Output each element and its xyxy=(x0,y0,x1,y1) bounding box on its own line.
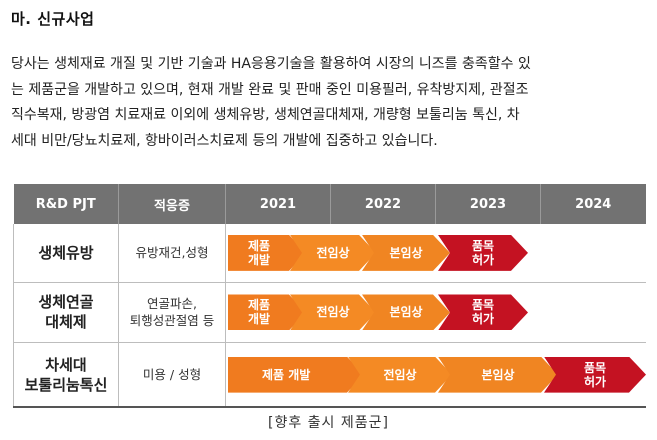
timeline-cell: 제품 개발 전임상 본임상 품목 허가 xyxy=(225,282,646,344)
header-year-2023: 2023 xyxy=(435,184,541,224)
paragraph-line: 세대 비만/당뇨치료제, 항바이러스치료제 등의 개발에 집중하고 있습니다. xyxy=(11,132,438,149)
stage-approval: 품목 허가 xyxy=(438,235,528,271)
timeline-cell: 제품 개발 전임상 본임상 품목 허가 xyxy=(225,342,646,409)
table-header-row: R&D PJT 적응증 2021 2022 2023 2024 xyxy=(13,184,646,224)
stage-preclinical: 전임상 xyxy=(290,235,376,271)
section-heading: 마. 신규사업 xyxy=(11,10,95,28)
stage-approval: 품목 허가 xyxy=(438,294,528,330)
stage-clinical: 본임상 xyxy=(362,235,450,271)
timeline-cell: 제품 개발 전임상 본임상 품목 허가 xyxy=(225,224,646,283)
product-name: 생체연골 대체제 xyxy=(13,282,119,344)
header-rnd-pjt: R&D PJT xyxy=(13,184,119,224)
stage-clinical: 본임상 xyxy=(438,357,558,393)
stage-approval: 품목 허가 xyxy=(544,357,646,393)
table-caption: [향후 출시 제품군] xyxy=(268,415,389,431)
product-name: 생체유방 xyxy=(13,224,119,283)
stage-preclinical: 전임상 xyxy=(290,294,376,330)
header-year-2022: 2022 xyxy=(330,184,436,224)
table-row: 차세대 보툴리눔톡신 미용 / 성형 제품 개발 전임상 본임상 품목 허가 xyxy=(13,342,646,409)
stage-clinical: 본임상 xyxy=(362,294,450,330)
rnd-pipeline-table: R&D PJT 적응증 2021 2022 2023 2024 생체유방 유방재… xyxy=(13,184,646,409)
body-paragraph: 당사는 생체재료 개질 및 기반 기술과 HA응용기술을 활용하여 시장의 니즈… xyxy=(11,52,647,154)
header-year-2024: 2024 xyxy=(540,184,646,224)
paragraph-line: 당사는 생체재료 개질 및 기반 기술과 HA응용기술을 활용하여 시장의 니즈… xyxy=(11,56,531,72)
indication: 미용 / 성형 xyxy=(118,342,226,409)
header-year-2021: 2021 xyxy=(225,184,331,224)
header-indication: 적응증 xyxy=(118,184,226,224)
stage-product-dev: 제품 개발 xyxy=(228,235,306,271)
table-row: 생체연골 대체제 연골파손, 퇴행성관절염 등 제품 개발 전임상 본임상 품목… xyxy=(13,282,646,344)
indication: 연골파손, 퇴행성관절염 등 xyxy=(118,282,226,344)
stage-product-dev: 제품 개발 xyxy=(228,294,306,330)
product-name: 차세대 보툴리눔톡신 xyxy=(13,342,119,409)
paragraph-line: 직수복재, 방광염 치료재료 이외에 생체유방, 생체연골대체재, 개량형 보툴… xyxy=(11,107,520,123)
stage-product-dev: 제품 개발 xyxy=(228,357,364,393)
indication: 유방재건,성형 xyxy=(118,224,226,283)
stage-preclinical: 전임상 xyxy=(348,357,452,393)
table-row: 생체유방 유방재건,성형 제품 개발 전임상 본임상 품목 허가 xyxy=(13,224,646,283)
paragraph-line: 는 제품군을 개발하고 있으며, 현재 개발 완료 및 판매 중인 미용필러, … xyxy=(11,81,529,98)
